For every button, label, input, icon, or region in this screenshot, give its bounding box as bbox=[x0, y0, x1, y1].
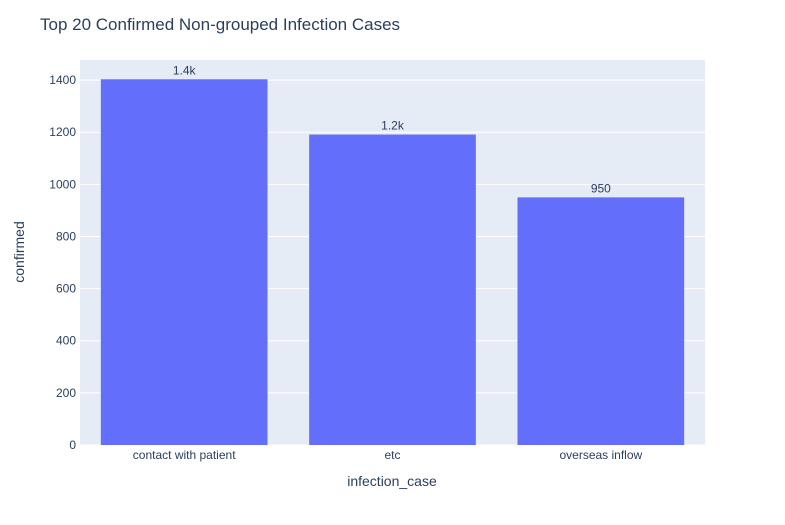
y-tick-label: 1000 bbox=[49, 177, 76, 191]
x-tick-label: etc bbox=[384, 448, 400, 462]
y-tick-label: 1400 bbox=[49, 73, 76, 87]
bar bbox=[517, 197, 685, 445]
y-axis-ticks: 0 200 400 600 800 1000 1200 1400 bbox=[49, 73, 76, 452]
y-tick-label: 0 bbox=[69, 438, 76, 452]
bar bbox=[309, 134, 476, 446]
chart-title: Top 20 Confirmed Non-grouped Infection C… bbox=[40, 15, 400, 34]
bar bbox=[100, 79, 268, 446]
y-tick-label: 400 bbox=[56, 334, 76, 348]
bar-data-label: 1.2k bbox=[381, 119, 405, 133]
y-axis-title: confirmed bbox=[11, 221, 27, 282]
y-tick-label: 800 bbox=[56, 229, 76, 243]
bar-data-label: 950 bbox=[591, 181, 611, 195]
x-axis-title: infection_case bbox=[347, 473, 437, 489]
x-axis-ticks: contact with patient etc overseas inflow bbox=[133, 448, 643, 462]
bar-data-labels: 1.4k 1.2k 950 bbox=[173, 63, 611, 195]
bars bbox=[100, 79, 685, 446]
x-tick-label: contact with patient bbox=[133, 448, 236, 462]
y-tick-label: 600 bbox=[56, 282, 76, 296]
y-tick-label: 200 bbox=[56, 386, 76, 400]
x-tick-label: overseas inflow bbox=[559, 448, 642, 462]
bar-data-label: 1.4k bbox=[173, 63, 197, 77]
y-tick-label: 1200 bbox=[49, 125, 76, 139]
